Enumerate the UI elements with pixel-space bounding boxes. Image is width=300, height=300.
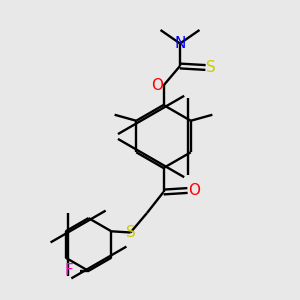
Text: N: N	[174, 36, 186, 51]
Text: O: O	[151, 78, 163, 93]
Text: F: F	[65, 263, 74, 278]
Text: O: O	[188, 183, 200, 198]
Text: S: S	[206, 60, 216, 75]
Text: S: S	[126, 225, 135, 240]
